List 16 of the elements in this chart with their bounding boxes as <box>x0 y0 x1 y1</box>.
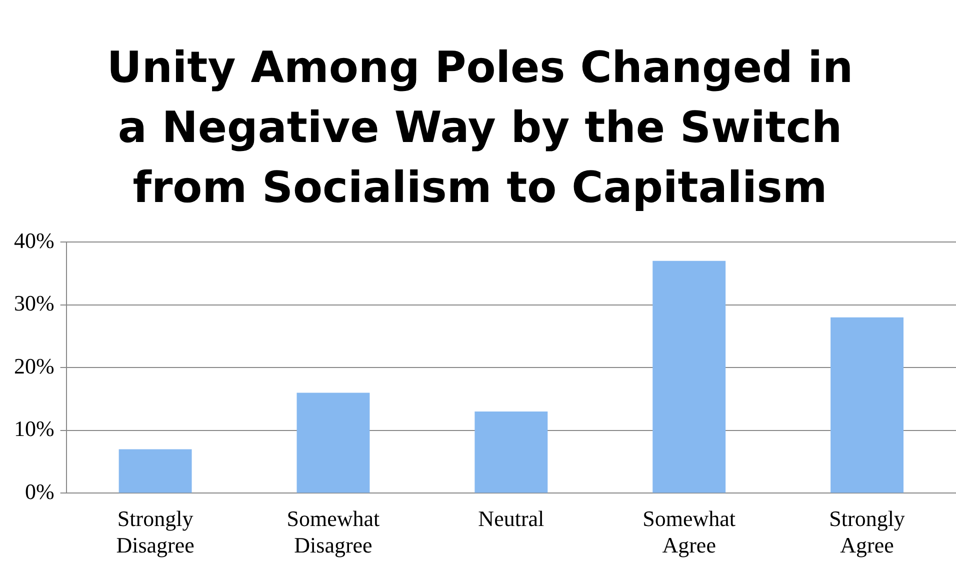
x-tick-label: Strongly Disagree <box>116 506 194 558</box>
x-tick-label: Neutral <box>478 506 544 532</box>
y-tick-label: 30% <box>14 290 54 316</box>
chart-title: Unity Among Poles Changed in a Negative Way by the Switch from Socialism to Capitalism <box>106 42 854 215</box>
y-tick-label: 40% <box>14 228 54 253</box>
bar <box>474 412 548 493</box>
y-tick-label: 0% <box>25 478 54 504</box>
x-tick-label: Somewhat Disagree <box>286 506 380 558</box>
x-tick-label: Somewhat Agree <box>642 506 736 558</box>
bar <box>118 449 192 493</box>
bar <box>652 260 726 493</box>
bar <box>830 317 904 493</box>
y-tick-label: 20% <box>14 353 54 378</box>
bar <box>296 392 370 493</box>
x-tick-label: Strongly Agree <box>829 506 905 558</box>
y-tick-label: 10% <box>14 416 54 442</box>
